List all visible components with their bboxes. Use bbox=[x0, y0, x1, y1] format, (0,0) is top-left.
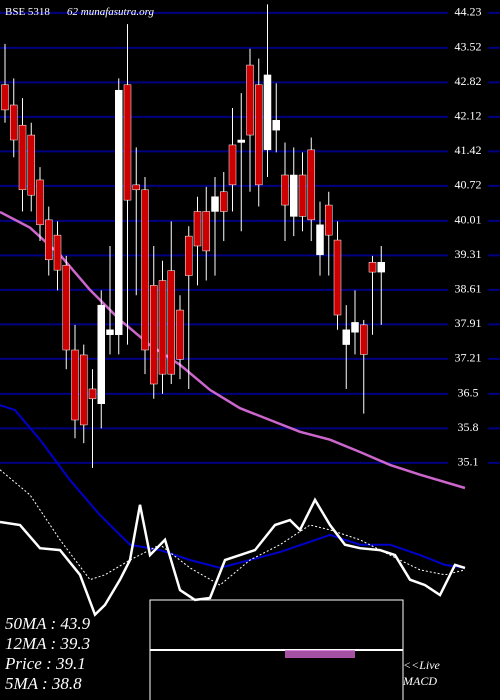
candle-body bbox=[272, 120, 280, 131]
tick-bg bbox=[448, 75, 488, 90]
y-tick-label: 37.21 bbox=[455, 351, 482, 365]
candle-body bbox=[263, 74, 272, 151]
info-text: Price : 39.1 bbox=[4, 654, 86, 673]
candle-body bbox=[53, 234, 62, 271]
tick-bg bbox=[448, 109, 488, 124]
y-tick-label: 43.52 bbox=[455, 40, 482, 54]
candle-body bbox=[80, 354, 88, 426]
tick-bg bbox=[448, 178, 488, 193]
candle-body bbox=[158, 280, 167, 375]
candle-body bbox=[141, 189, 149, 351]
candle-body bbox=[18, 124, 27, 191]
y-tick-label: 40.72 bbox=[455, 178, 482, 192]
y-tick-label: 39.31 bbox=[455, 247, 482, 261]
y-tick-label: 42.12 bbox=[455, 109, 482, 123]
candle-body bbox=[71, 349, 79, 421]
candle-body bbox=[45, 219, 53, 261]
candle-body bbox=[237, 139, 245, 143]
candle-body bbox=[193, 211, 202, 247]
candle-body bbox=[202, 211, 210, 252]
candle-body bbox=[132, 184, 140, 191]
candle-body bbox=[150, 285, 158, 385]
y-tick-label: 37.91 bbox=[455, 316, 482, 330]
indicator-line bbox=[0, 469, 466, 586]
candle-body bbox=[220, 191, 228, 212]
macd-hist bbox=[285, 650, 355, 658]
macd-label: MACD bbox=[402, 674, 437, 688]
y-tick-label: 38.61 bbox=[455, 282, 482, 296]
candle-body bbox=[333, 239, 342, 316]
tick-bg bbox=[448, 248, 488, 263]
tick-bg bbox=[448, 282, 488, 297]
candle-body bbox=[246, 64, 254, 136]
candle-body bbox=[360, 324, 368, 355]
y-tick-label: 40.01 bbox=[455, 213, 482, 227]
candle-body bbox=[316, 224, 324, 256]
candle-body bbox=[167, 270, 175, 375]
chart-title: BSE 5318 bbox=[5, 6, 50, 18]
candle-body bbox=[351, 322, 359, 333]
tick-bg bbox=[448, 5, 488, 20]
candle-body bbox=[228, 144, 237, 186]
candle-body bbox=[281, 174, 289, 206]
candle-body bbox=[211, 196, 219, 212]
tick-bg bbox=[448, 40, 488, 55]
candle-body bbox=[62, 264, 70, 351]
tick-bg bbox=[448, 421, 488, 436]
y-tick-label: 36.5 bbox=[458, 386, 479, 400]
tick-bg bbox=[448, 213, 488, 228]
candle-body bbox=[176, 309, 184, 360]
tick-bg bbox=[448, 351, 488, 366]
candle-body bbox=[115, 89, 123, 335]
y-tick-label: 35.1 bbox=[458, 455, 479, 469]
tick-bg bbox=[448, 144, 488, 159]
candle-body bbox=[325, 204, 333, 236]
info-text: 5MA : 38.8 bbox=[5, 674, 82, 693]
candle-body bbox=[10, 104, 18, 141]
y-tick-label: 41.42 bbox=[455, 143, 482, 157]
candle-body bbox=[255, 84, 263, 186]
candle-body bbox=[342, 329, 350, 345]
candle-body bbox=[185, 235, 193, 276]
candle-body bbox=[290, 174, 298, 217]
candle-body bbox=[368, 262, 377, 273]
indicator-line bbox=[0, 210, 466, 490]
candle-body bbox=[1, 84, 9, 111]
tick-bg bbox=[448, 317, 488, 332]
y-tick-label: 44.23 bbox=[455, 5, 482, 19]
candle-body bbox=[27, 134, 35, 196]
tick-bg bbox=[448, 386, 488, 401]
candle-body bbox=[88, 388, 97, 400]
candle-body bbox=[377, 262, 385, 273]
candle-body bbox=[97, 304, 105, 404]
candle-body bbox=[298, 174, 307, 217]
macd-label: <<Live bbox=[403, 658, 441, 672]
info-text: 12MA : 39.3 bbox=[5, 634, 90, 653]
y-tick-label: 42.82 bbox=[455, 74, 482, 88]
info-text: 50MA : 43.9 bbox=[5, 614, 91, 633]
candle-body bbox=[123, 84, 132, 201]
candle-body bbox=[106, 329, 114, 335]
indicator-line bbox=[0, 497, 466, 617]
tick-bg bbox=[448, 455, 488, 470]
indicator-line bbox=[0, 404, 466, 569]
candle-body bbox=[307, 149, 315, 221]
candle-body bbox=[36, 179, 44, 226]
chart-subtitle: 62 munafasutra.org bbox=[67, 6, 154, 18]
y-tick-label: 35.8 bbox=[458, 420, 479, 434]
